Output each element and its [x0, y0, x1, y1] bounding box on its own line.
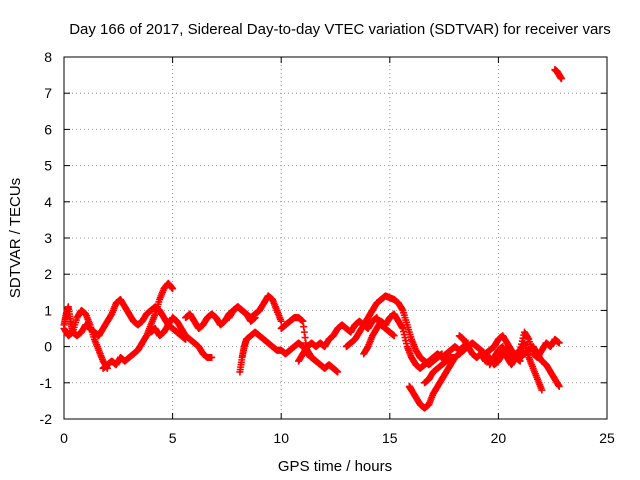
- series-arc-12: [360, 310, 472, 372]
- chart-title: Day 166 of 2017, Sidereal Day-to-day VTE…: [69, 21, 611, 38]
- y-tick-label: 4: [44, 194, 52, 210]
- x-tick-label: 5: [169, 430, 177, 446]
- x-tick-label: 15: [382, 430, 398, 446]
- y-tick-label: -1: [40, 375, 53, 391]
- series-arc-6: [182, 303, 259, 332]
- series-arc-9: [277, 314, 342, 376]
- series-arc-4: [99, 279, 177, 372]
- data-points: [60, 66, 565, 412]
- data-point: [390, 332, 398, 340]
- x-tick-label: 25: [599, 430, 615, 446]
- data-point: [169, 285, 177, 293]
- y-tick-label: 6: [44, 121, 52, 137]
- data-point: [557, 75, 565, 83]
- y-tick-label: 0: [44, 339, 52, 355]
- data-point: [277, 317, 285, 325]
- x-tick-label: 0: [60, 430, 68, 446]
- data-point: [555, 339, 563, 347]
- x-axis: 0 5 10 15 20 25: [60, 57, 615, 446]
- y-axis: -2 -1 0 1 2 3 4 5 6 7 8: [40, 49, 607, 427]
- y-tick-label: 7: [44, 85, 52, 101]
- series-arc-10: [295, 314, 398, 365]
- series-arc-17: [516, 343, 563, 390]
- y-tick-label: 2: [44, 266, 52, 282]
- data-point: [208, 353, 216, 361]
- y-tick-label: 5: [44, 158, 52, 174]
- series-arc-18: [551, 66, 565, 83]
- y-tick-label: 3: [44, 230, 52, 246]
- series-arc-7: [225, 292, 285, 325]
- y-tick-label: 1: [44, 302, 52, 318]
- data-point: [334, 368, 342, 376]
- series-arc-16: [486, 328, 563, 369]
- x-axis-title: GPS time / hours: [278, 458, 392, 475]
- plot-frame: [63, 56, 608, 420]
- y-tick-label: -2: [40, 411, 53, 427]
- x-tick-label: 10: [273, 430, 289, 446]
- data-point: [538, 386, 546, 394]
- y-tick-label: 8: [44, 49, 52, 65]
- series-arc-5: [147, 314, 216, 361]
- y-axis-title: SDTVAR / TECUs: [7, 178, 24, 298]
- grid-layer: [64, 57, 607, 419]
- x-tick-label: 20: [491, 430, 507, 446]
- data-point: [555, 382, 563, 390]
